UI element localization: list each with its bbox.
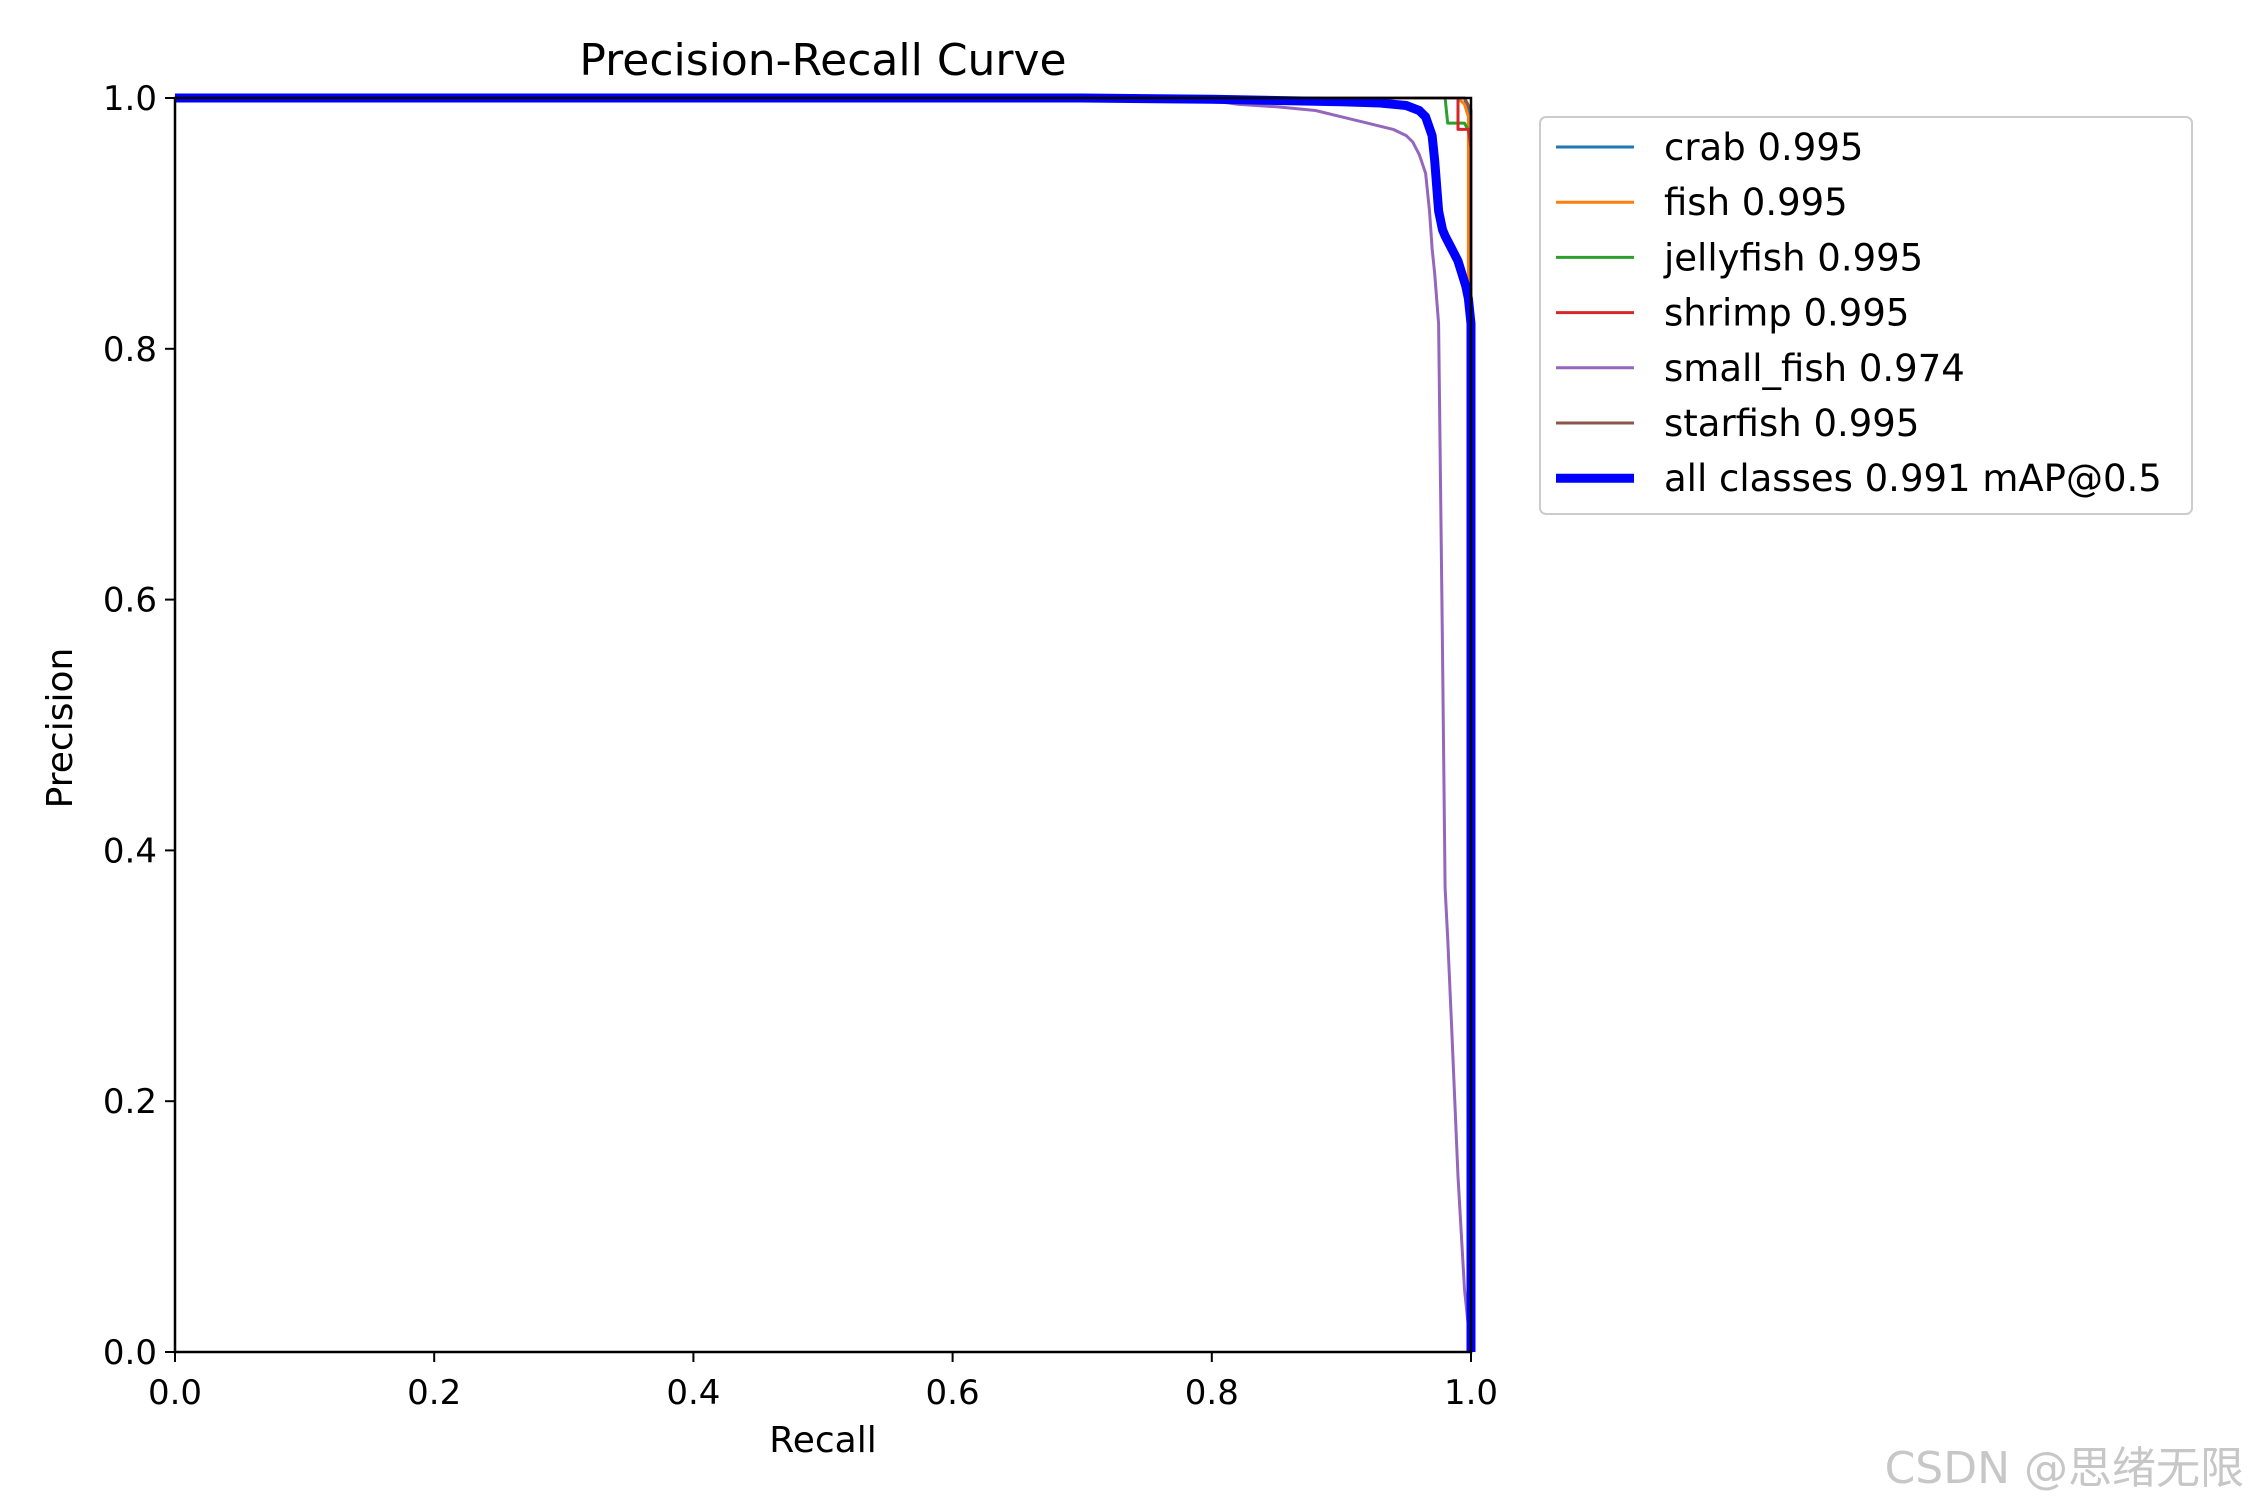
x-tick-label: 1.0 xyxy=(1444,1373,1498,1413)
legend-label: all classes 0.991 mAP@0.5 xyxy=(1664,457,2162,500)
y-axis-ticks: 0.0 0.2 0.4 0.6 0.8 1.0 xyxy=(103,79,175,1373)
x-tick-label: 0.6 xyxy=(926,1373,980,1413)
series-line-all xyxy=(175,93,1476,1352)
legend-label: small_fish 0.974 xyxy=(1664,347,1965,390)
y-axis-label: Precision xyxy=(40,648,81,809)
axes-frame xyxy=(173,96,1473,1354)
y-tick-label: 0.6 xyxy=(103,581,157,621)
y-tick-label: 0.4 xyxy=(103,831,157,871)
legend-label: jellyfish 0.995 xyxy=(1663,236,1923,279)
y-tick-label: 0.0 xyxy=(103,1333,157,1373)
x-tick-label: 0.8 xyxy=(1185,1373,1239,1413)
x-tick-label: 0.4 xyxy=(666,1373,720,1413)
chart-title: Precision-Recall Curve xyxy=(579,35,1066,86)
legend-label: crab 0.995 xyxy=(1664,126,1863,169)
x-tick-label: 0.0 xyxy=(148,1373,202,1413)
plot-area xyxy=(173,93,1476,1354)
legend-label: starfish 0.995 xyxy=(1664,402,1919,445)
y-tick-label: 0.8 xyxy=(103,330,157,370)
x-tick-label: 0.2 xyxy=(407,1373,461,1413)
y-tick-label: 0.2 xyxy=(103,1082,157,1122)
x-axis-label: Recall xyxy=(769,1420,876,1461)
x-axis-ticks: 0.0 0.2 0.4 0.6 0.8 1.0 xyxy=(148,1352,1498,1413)
legend-box xyxy=(1539,116,2193,515)
series-line-small-fish xyxy=(175,96,1473,1353)
legend: crab 0.995 fish 0.995 jellyfish 0.995 shrim… xyxy=(1539,116,2193,515)
watermark: CSDN @思绪无限 xyxy=(1884,1443,2244,1494)
legend-label: shrimp 0.995 xyxy=(1664,292,1909,335)
legend-label: fish 0.995 xyxy=(1664,181,1848,224)
y-tick-label: 1.0 xyxy=(103,79,157,119)
